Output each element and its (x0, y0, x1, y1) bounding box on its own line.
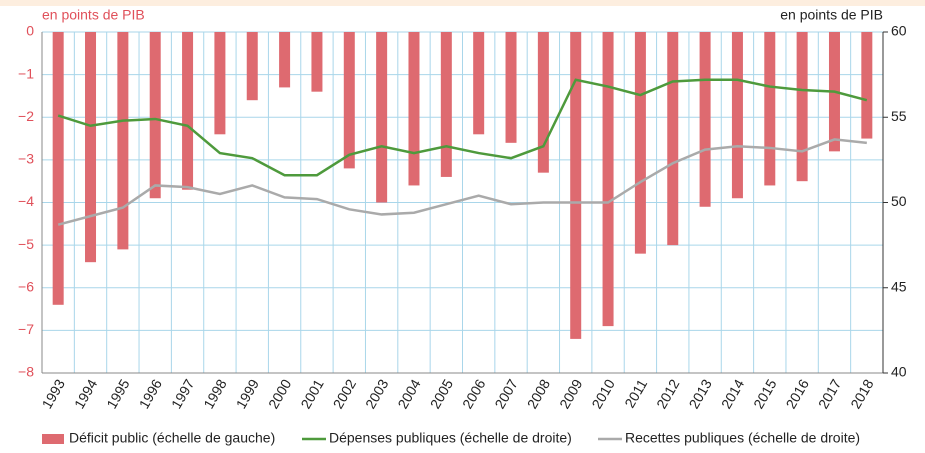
bar (699, 32, 711, 207)
legend-label: Déficit public (échelle de gauche) (69, 430, 275, 446)
bar (408, 32, 420, 186)
x-tick-label: 2009 (556, 376, 586, 411)
x-tick-label: 2005 (427, 376, 457, 411)
x-tick-label: 2003 (362, 376, 392, 411)
x-tick-label: 2011 (621, 376, 650, 410)
legend-swatch (42, 434, 64, 444)
line (57, 138, 867, 226)
x-tick-label: 1998 (200, 376, 230, 411)
legend-label: Dépenses publiques (échelle de droite) (329, 430, 572, 446)
bar (731, 32, 743, 199)
y-tick-label: −5 (18, 236, 34, 252)
x-tick-label: 2015 (750, 376, 780, 411)
x-tick-label: 1995 (103, 376, 133, 411)
x-tick-label: 2006 (459, 376, 489, 411)
bar (570, 32, 582, 339)
bar (634, 32, 646, 254)
x-tick-label: 2018 (847, 376, 877, 411)
bar (376, 32, 388, 203)
x-tick-label: 1994 (71, 376, 101, 411)
x-tick-label: 2014 (718, 376, 748, 411)
x-tick-label: 2013 (685, 376, 715, 411)
x-tick-label: 2017 (815, 376, 845, 411)
y-unit: en points de PIB (42, 7, 145, 23)
y2-tick-label: 40 (891, 364, 907, 380)
x-tick-label: 1997 (168, 376, 198, 411)
bar (861, 32, 873, 139)
x-tick-label: 1993 (39, 376, 69, 411)
bar (85, 32, 97, 263)
bar (246, 32, 258, 101)
y2-tick-label: 50 (891, 193, 907, 209)
y-tick-label: −6 (18, 278, 34, 294)
x-tick-label: 2002 (330, 376, 360, 411)
bar (505, 32, 517, 143)
bar (473, 32, 485, 135)
top-band (0, 0, 925, 6)
legend-label: Recettes publiques (échelle de droite) (625, 430, 860, 446)
y2-unit: en points de PIB (780, 7, 883, 23)
bar (796, 32, 808, 182)
bar (214, 32, 226, 135)
x-tick-label: 1999 (233, 376, 263, 411)
y-tick-label: −2 (18, 108, 34, 124)
y2-tick-label: 55 (891, 108, 907, 124)
bar (764, 32, 776, 186)
bar (440, 32, 452, 177)
bar (343, 32, 355, 169)
bar (52, 32, 64, 305)
bar (182, 32, 194, 190)
bar (117, 32, 129, 250)
bar (279, 32, 291, 88)
line (57, 78, 868, 177)
bar (149, 32, 161, 199)
y2-tick-label: 45 (891, 278, 907, 294)
y-tick-label: −1 (18, 65, 34, 81)
y-tick-label: −3 (18, 151, 34, 167)
y-tick-label: −7 (18, 321, 34, 337)
x-tick-label: 2004 (394, 376, 424, 411)
y-tick-label: −4 (18, 193, 34, 209)
bar (537, 32, 549, 173)
x-tick-label: 1996 (136, 376, 166, 411)
x-tick-label: 2000 (265, 376, 295, 411)
y-tick-label: 0 (26, 23, 34, 39)
y2-tick-label: 60 (891, 23, 907, 39)
bar (311, 32, 323, 92)
x-tick-label: 2007 (491, 376, 521, 411)
y-tick-label: −8 (18, 364, 34, 380)
bar (667, 32, 679, 246)
x-tick-label: 2001 (297, 376, 327, 411)
bar (602, 32, 614, 327)
x-tick-label: 2016 (783, 376, 813, 411)
x-tick-label: 2012 (653, 376, 683, 411)
x-tick-label: 2010 (588, 376, 618, 411)
x-tick-label: 2008 (524, 376, 554, 411)
